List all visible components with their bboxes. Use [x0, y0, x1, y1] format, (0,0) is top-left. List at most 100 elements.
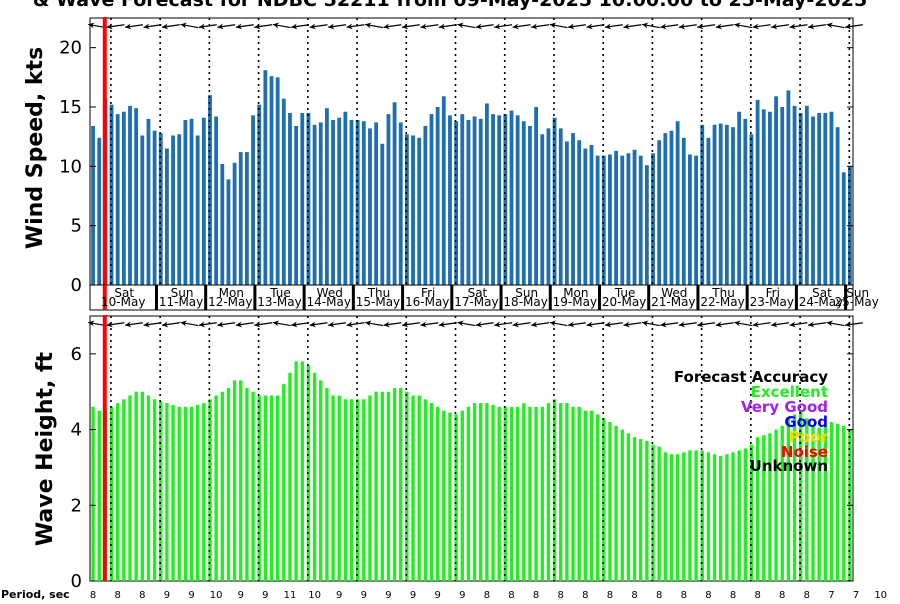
- wind-bar: [644, 165, 649, 285]
- period-value: 8: [656, 590, 662, 600]
- wind-bar: [712, 124, 717, 285]
- wave-bar: [134, 391, 138, 581]
- period-value: 10: [308, 590, 321, 600]
- period-value: 7: [828, 590, 834, 600]
- wave-direction-arrow: [734, 320, 753, 327]
- wave-bar: [460, 410, 464, 581]
- wave-bar: [319, 380, 323, 581]
- wave-direction-arrow: [383, 321, 402, 328]
- wave-bar: [608, 422, 612, 581]
- period-value: 8: [607, 590, 613, 600]
- wave-plot-frame: [89, 315, 854, 582]
- wave-bar: [559, 403, 563, 581]
- wave-direction-arrow: [475, 321, 494, 328]
- wind-bar: [780, 107, 785, 285]
- wind-bar: [509, 110, 514, 285]
- direction-arrow-head: [161, 23, 169, 30]
- wind-bar: [743, 118, 748, 286]
- wave-bar: [109, 406, 114, 581]
- wind-bar: [183, 120, 188, 285]
- period-value: 8: [508, 590, 514, 600]
- wind-direction-arrow: [678, 23, 697, 30]
- wave-bar: [399, 387, 403, 581]
- wind-bar: [275, 77, 280, 285]
- direction-arrow-head: [660, 321, 667, 328]
- direction-arrow-head: [494, 321, 501, 328]
- direction-arrow-head: [235, 321, 243, 328]
- wind-bar: [706, 137, 711, 285]
- direction-arrow-head: [420, 23, 427, 30]
- wind-bar: [152, 130, 157, 285]
- direction-arrow-head: [531, 321, 538, 328]
- wave-bar: [472, 403, 477, 581]
- direction-arrow-head: [826, 320, 834, 327]
- direction-arrow-head: [715, 321, 723, 328]
- day-name-label: Sun: [846, 286, 869, 300]
- period-value: 8: [730, 590, 736, 600]
- day-name-label: Thu: [711, 286, 735, 300]
- wave-bar: [479, 403, 483, 581]
- wind-direction-arrow: [549, 22, 568, 29]
- wave-direction-arrow: [549, 320, 568, 327]
- wave-direction-arrow: [106, 321, 125, 328]
- direction-arrow-head: [438, 321, 446, 328]
- wind-bar: [220, 163, 225, 285]
- wind-bar: [318, 122, 323, 286]
- direction-arrow-head: [401, 321, 409, 328]
- wave-direction-arrow: [678, 321, 697, 328]
- direction-arrow-head: [568, 321, 575, 328]
- day-name-label: Tue: [614, 286, 636, 300]
- day-date-label: 11-May: [159, 295, 203, 309]
- wind-bar: [140, 135, 145, 285]
- wind-bar: [441, 96, 446, 285]
- wind-bar: [515, 115, 520, 285]
- period-value: 9: [434, 590, 440, 600]
- wind-bar: [337, 117, 342, 286]
- wave-direction-arrow: [641, 320, 660, 327]
- wave-bar: [829, 422, 834, 581]
- direction-arrow-head: [604, 321, 612, 328]
- wave-bar: [491, 404, 495, 581]
- wave-bar: [675, 454, 680, 581]
- wind-bar: [577, 140, 582, 285]
- wave-bar: [257, 395, 261, 581]
- wind-direction-arrow: [623, 23, 642, 30]
- wave-bar: [417, 395, 421, 581]
- direction-arrow-head: [789, 23, 796, 30]
- day-name-label: Sat: [468, 286, 488, 300]
- day-strip-divider: [597, 285, 601, 310]
- wave-bar: [614, 425, 618, 581]
- wind-bar: [121, 111, 126, 285]
- wind-direction-arrow: [457, 22, 476, 29]
- wind-bar: [601, 155, 606, 285]
- direction-arrow-head: [623, 23, 630, 30]
- day-strip-divider: [302, 285, 306, 310]
- day-date-label: 24-May: [799, 295, 843, 309]
- direction-arrow-head: [383, 321, 390, 328]
- wind-bar: [817, 112, 822, 286]
- day-strip-divider: [351, 285, 355, 310]
- wave-bar: [706, 452, 711, 581]
- wave-bar: [719, 456, 723, 581]
- wave-bar: [762, 435, 766, 581]
- wind-bar: [546, 128, 551, 285]
- wave-bar: [269, 395, 274, 581]
- period-value: 8: [115, 590, 121, 600]
- wave-direction-arrow: [457, 320, 476, 327]
- legend-poor: Poor: [789, 428, 829, 446]
- wave-bar: [380, 391, 384, 581]
- direction-arrow-head: [494, 23, 501, 30]
- direction-arrow-head: [604, 23, 612, 30]
- wind-bar: [626, 153, 631, 285]
- wind-bar: [614, 150, 618, 285]
- wind-direction-arrow: [235, 23, 254, 30]
- wind-bar: [324, 108, 329, 285]
- wind-bar: [558, 128, 563, 285]
- wave-direction-arrow: [826, 320, 845, 327]
- wave-bar: [509, 406, 514, 581]
- wave-direction-arrow: [328, 321, 347, 328]
- wind-bar: [404, 134, 409, 285]
- wave-direction-arrow: [217, 321, 236, 328]
- direction-arrow-head: [180, 320, 187, 327]
